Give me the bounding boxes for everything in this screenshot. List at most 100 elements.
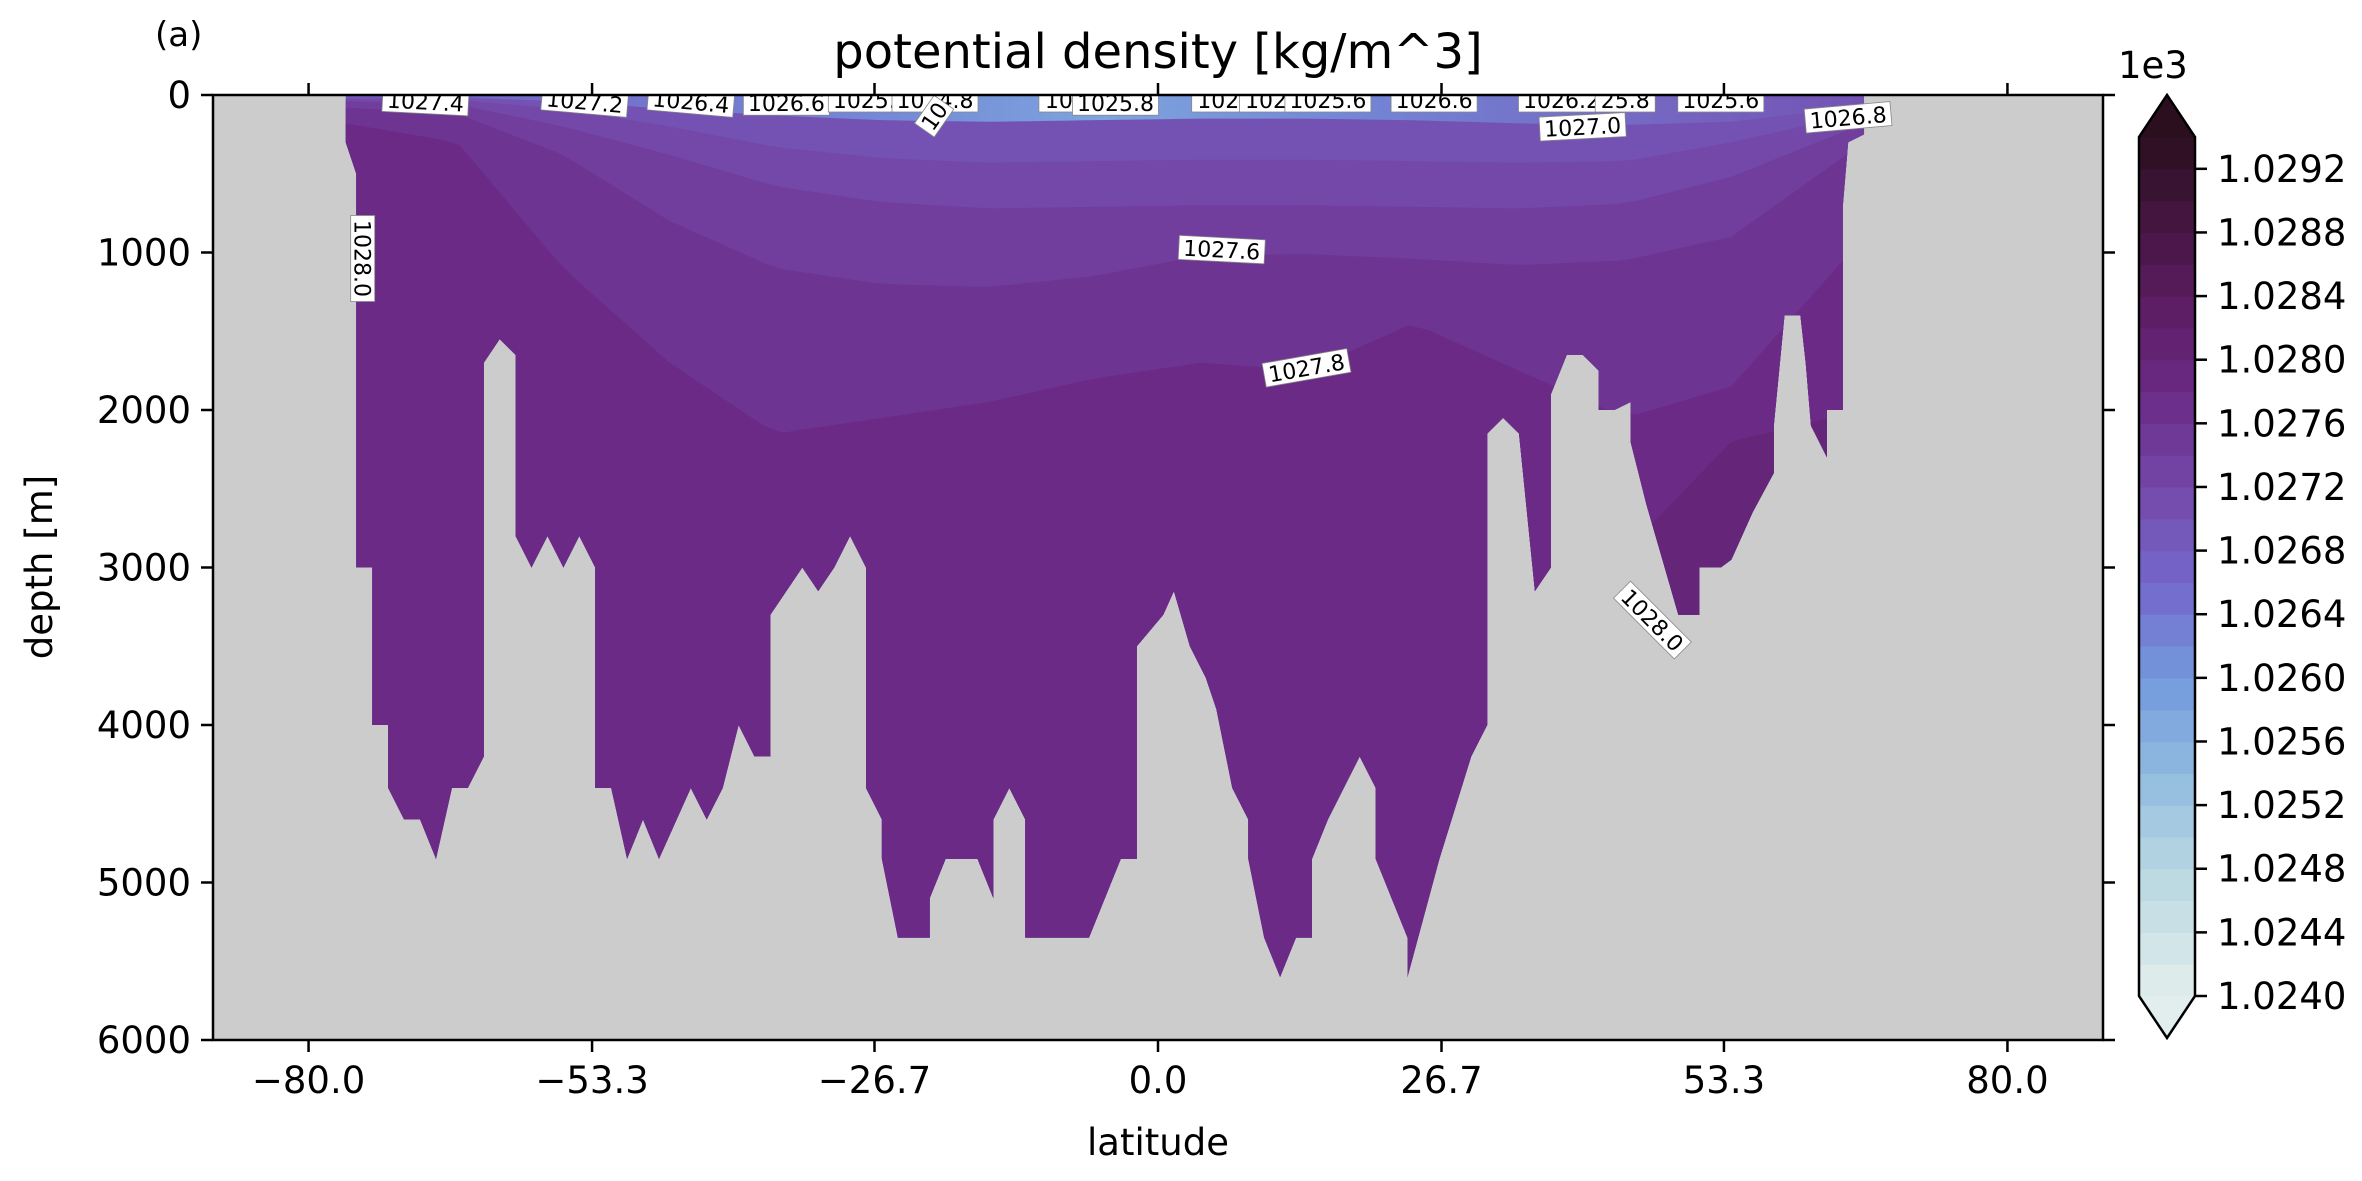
colorbar-tick-label: 1.0260 [2217, 657, 2346, 700]
contour-label-text: 25.8 [1601, 89, 1650, 114]
colorbar-segment [2139, 391, 2195, 424]
y-tick-label: 3000 [97, 547, 191, 590]
y-tick-label: 6000 [97, 1019, 191, 1062]
x-axis: −80.0 −53.3 −26.7 0.0 26.7 53.3 80.0 [252, 83, 2049, 1102]
colorbar-segment [2139, 550, 2195, 583]
contour-label-text: 1025.8 [1077, 92, 1154, 117]
colorbar-tick-label: 1.0252 [2217, 784, 2346, 827]
colorbar-extend-max [2139, 95, 2195, 137]
contour-label-text: 1027.6 [1183, 237, 1261, 266]
colorbar-tick-label: 1.0272 [2217, 466, 2346, 509]
y-tick-label: 0 [167, 74, 191, 117]
contour-label: 1028.0 [349, 215, 376, 302]
colorbar-tick-label: 1.0288 [2217, 211, 2346, 254]
colorbar-segment [2139, 423, 2195, 456]
colorbar-tick-label: 1.0244 [2217, 911, 2346, 954]
contour-label: 1026.6 [743, 92, 830, 117]
contour-label: 102. [1239, 89, 1300, 114]
colorbar-segment [2139, 741, 2195, 774]
contour-label-text: 102. [1197, 89, 1246, 114]
colorbar-segment [2139, 327, 2195, 361]
contour-label-text: 1027.4 [386, 89, 464, 118]
contour-label: 1027.6 [1177, 234, 1266, 266]
colorbar-segment [2139, 614, 2195, 647]
colorbar-tick-label: 1.0256 [2217, 720, 2346, 763]
x-tick-label: 80.0 [1966, 1059, 2048, 1102]
contour-label: 25.8 [1594, 89, 1656, 114]
colorbar-tick-label: 1.0240 [2217, 975, 2346, 1018]
colorbar-segment [2139, 455, 2195, 488]
plot-area: 1028.01027.41027.21026.41026.61025.41024… [211, 87, 2105, 1042]
colorbar-tick-label: 1.0276 [2217, 402, 2346, 445]
contour-label: 1025.6 [1284, 89, 1372, 114]
x-tick-label: 0.0 [1129, 1059, 1188, 1102]
colorbar-segment [2139, 296, 2195, 329]
chart-title: potential density [kg/m^3] [833, 24, 1482, 80]
colorbar: 1e3 1.0240 1.0244 1.0248 1.0252 1.0256 1.0260… [2118, 44, 2346, 1041]
contour-label-text: 10. [1045, 89, 1080, 114]
contour-label: 1026.6 [1390, 89, 1478, 114]
contour-label-text: 1027.0 [1544, 114, 1622, 143]
contour-label-text: 1025.6 [1682, 89, 1759, 114]
contour-label-text: 1027.2 [545, 87, 624, 119]
colorbar-segment [2139, 964, 2195, 997]
x-tick-label: −26.7 [818, 1059, 931, 1102]
y-tick-label: 1000 [97, 232, 191, 275]
colorbar-segment [2139, 677, 2195, 711]
colorbar-tick-label: 1.0268 [2217, 530, 2346, 573]
y-axis-label: depth [m] [18, 475, 61, 659]
colorbar-segment [2139, 900, 2195, 933]
colorbar-segment [2139, 805, 2195, 838]
contour-label: 1026.4 [646, 87, 736, 119]
colorbar-tick-label: 1.0280 [2217, 339, 2346, 382]
y-tick-label: 4000 [97, 704, 191, 747]
contour-label-text: 1026.4 [651, 87, 730, 119]
x-axis-label: latitude [1087, 1121, 1229, 1164]
panel-label: (a) [155, 15, 202, 55]
colorbar-segment [2139, 773, 2195, 806]
colorbar-tick-label: 1.0284 [2217, 275, 2346, 318]
colorbar-tick-label: 1.0248 [2217, 848, 2346, 891]
colorbar-segment [2139, 868, 2195, 902]
contour-label-text: 1026.6 [1396, 89, 1473, 114]
colorbar-segment [2139, 518, 2195, 552]
y-axis: 0 1000 2000 3000 4000 5000 6000 [97, 74, 2115, 1062]
contour-label: 1027.2 [540, 87, 630, 119]
contour-label-text: 102. [1245, 89, 1294, 114]
contour-label: 1027.4 [381, 89, 470, 118]
y-tick-label: 5000 [97, 862, 191, 905]
colorbar-segment [2139, 168, 2195, 202]
colorbar-segment [2139, 709, 2195, 743]
contour-label-text: 1026.2 [1523, 89, 1600, 114]
colorbar-segment [2139, 264, 2195, 297]
contour-label: 1025.6 [1677, 89, 1765, 114]
colorbar-segment [2139, 359, 2195, 393]
x-tick-label: −80.0 [252, 1059, 365, 1102]
colorbar-tick-label: 1.0264 [2217, 593, 2346, 636]
contour-label: 1026.2 [1518, 89, 1605, 114]
colorbar-segment [2139, 646, 2195, 679]
colorbar-tick-label: 1.0292 [2217, 148, 2346, 191]
contour-label-text: 1026.6 [748, 92, 825, 117]
contour-label-text: 1028.0 [349, 220, 374, 297]
colorbar-segment [2139, 582, 2195, 615]
x-tick-label: −53.3 [535, 1059, 648, 1102]
colorbar-segment [2139, 232, 2195, 265]
colorbar-extend-min [2139, 996, 2195, 1038]
y-tick-label: 2000 [97, 389, 191, 432]
colorbar-segment [2139, 200, 2195, 233]
x-tick-label: 26.7 [1400, 1059, 1482, 1102]
contour-label-text: 1025.4 [833, 89, 910, 114]
contour-label: 1027.0 [1538, 112, 1627, 143]
colorbar-multiplier: 1e3 [2118, 44, 2188, 87]
colorbar-segment [2139, 932, 2195, 965]
colorbar-segment [2139, 836, 2195, 870]
colorbar-segment [2139, 137, 2195, 170]
contour-label-text: 1025.6 [1289, 89, 1366, 114]
contour-label: 1025.8 [1072, 92, 1159, 117]
colorbar-segment [2139, 487, 2195, 520]
colorbar-outline [2137, 92, 2197, 1041]
x-tick-label: 53.3 [1683, 1059, 1765, 1102]
contour-label: 102. [1191, 89, 1253, 114]
